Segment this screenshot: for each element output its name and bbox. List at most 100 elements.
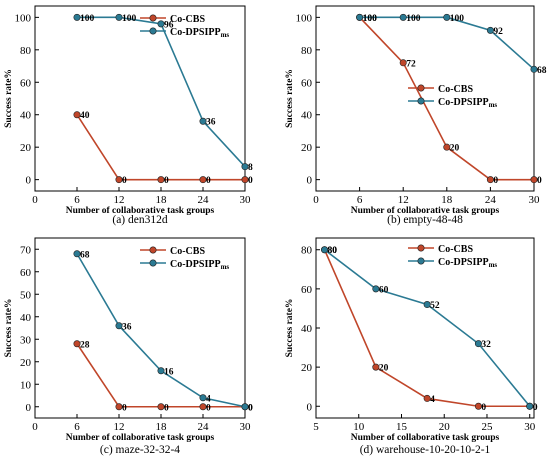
legend-marker: [417, 97, 425, 105]
data-label: 20: [379, 364, 389, 374]
data-point: [423, 301, 431, 309]
series-line-0: [76, 114, 245, 181]
data-label: 96: [164, 20, 174, 30]
y-tick-label: 30: [20, 334, 32, 346]
plot-frame: [34, 5, 246, 192]
panel-caption: (b) empty-48-48: [387, 214, 463, 226]
data-point: [356, 13, 364, 21]
data-point: [157, 403, 165, 411]
y-axis-label: Success rate%: [285, 299, 295, 358]
y-tick-label: 70: [20, 244, 32, 256]
y-tick-label: 0: [307, 401, 313, 413]
x-tick-label: 30: [240, 421, 252, 433]
y-tick-label: 40: [20, 110, 32, 122]
legend-marker: [149, 246, 157, 254]
series-line-1: [359, 16, 535, 70]
data-point: [157, 20, 165, 28]
data-point: [486, 176, 494, 184]
x-tick-label: 15: [396, 421, 408, 433]
data-label: 72: [406, 59, 416, 69]
y-tick-label: 80: [301, 45, 313, 57]
legend-entry: Co-DPSIPPms: [438, 257, 497, 269]
x-tick-label: 30: [240, 194, 252, 206]
y-tick-label: 100: [296, 12, 313, 24]
x-tick-label: 12: [398, 194, 409, 206]
data-label: 20: [450, 144, 460, 154]
data-label: 60: [379, 285, 389, 295]
data-point: [157, 367, 165, 375]
data-point: [73, 13, 81, 21]
data-label: 52: [430, 301, 440, 311]
y-tick-label: 60: [20, 267, 32, 279]
data-point: [73, 250, 81, 258]
data-label: 68: [80, 250, 90, 260]
data-label: 28: [80, 340, 90, 350]
data-point: [399, 13, 407, 21]
x-tick-label: 6: [74, 421, 80, 433]
data-point: [199, 176, 207, 184]
y-tick-label: 0: [26, 175, 32, 187]
data-point: [443, 13, 451, 21]
legend-marker: [149, 259, 157, 267]
x-tick-label: 6: [74, 194, 80, 206]
y-tick-label: 0: [26, 402, 32, 414]
data-label: 100: [363, 14, 378, 24]
data-label: 0: [481, 403, 486, 413]
data-label: 0: [248, 176, 253, 186]
legend-entry: Co-CBS: [438, 244, 473, 255]
data-point: [486, 26, 494, 34]
x-tick-label: 30: [529, 194, 541, 206]
y-tick-label: 20: [20, 142, 32, 154]
legend-entry: Co-CBS: [438, 84, 473, 95]
data-point: [372, 285, 380, 293]
data-label: 32: [481, 340, 491, 350]
data-label: 80: [328, 246, 338, 256]
x-axis-label: Number of collaborative task groups: [351, 433, 500, 443]
x-tick-label: 0: [32, 194, 38, 206]
y-tick-label: 0: [307, 175, 313, 187]
y-tick-label: 10: [20, 379, 32, 391]
series-line-1: [76, 253, 246, 408]
y-tick-label: 40: [301, 323, 313, 335]
data-label: 36: [206, 118, 216, 128]
data-label: 0: [533, 403, 538, 413]
legend-entry: Co-CBS: [170, 14, 205, 25]
data-point: [474, 340, 482, 348]
data-point: [157, 176, 165, 184]
series-line-1: [77, 16, 246, 168]
legend-entry: Co-DPSIPPms: [170, 259, 229, 271]
legend: Co-CBS Co-DPSIPPms: [140, 14, 229, 39]
x-tick-label: 18: [156, 421, 168, 433]
plot-frame: [34, 237, 246, 419]
data-point: [241, 163, 249, 171]
chart-panel-1: 0 6 12 18 24 30 0 20 40 60 80 100 Number of collabor…: [285, 5, 547, 226]
legend-marker: [417, 257, 425, 265]
data-point: [474, 402, 482, 410]
y-axis-label: Success rate%: [4, 69, 14, 128]
data-point: [115, 13, 123, 21]
data-label: 80: [328, 246, 338, 256]
legend-marker: [149, 27, 157, 35]
data-point: [241, 176, 249, 184]
data-point: [372, 363, 380, 371]
x-tick-label: 24: [198, 194, 210, 206]
x-tick-label: 20: [439, 421, 451, 433]
y-tick-label: 60: [301, 77, 313, 89]
data-label: 100: [406, 14, 421, 24]
data-label: 100: [450, 14, 465, 24]
x-tick-label: 10: [353, 421, 365, 433]
data-label: 100: [122, 14, 137, 24]
data-label: 0: [493, 176, 498, 186]
legend-marker: [417, 244, 425, 252]
data-label: 0: [164, 176, 169, 186]
x-tick-label: 0: [313, 194, 319, 206]
x-tick-label: 18: [156, 194, 168, 206]
x-tick-label: 12: [114, 421, 125, 433]
x-tick-label: 12: [114, 194, 125, 206]
data-label: 0: [248, 403, 253, 413]
series-line-1: [324, 249, 531, 407]
y-tick-label: 40: [20, 312, 32, 324]
panel-caption: (d) warehouse-10-20-10-2-1: [360, 444, 491, 456]
